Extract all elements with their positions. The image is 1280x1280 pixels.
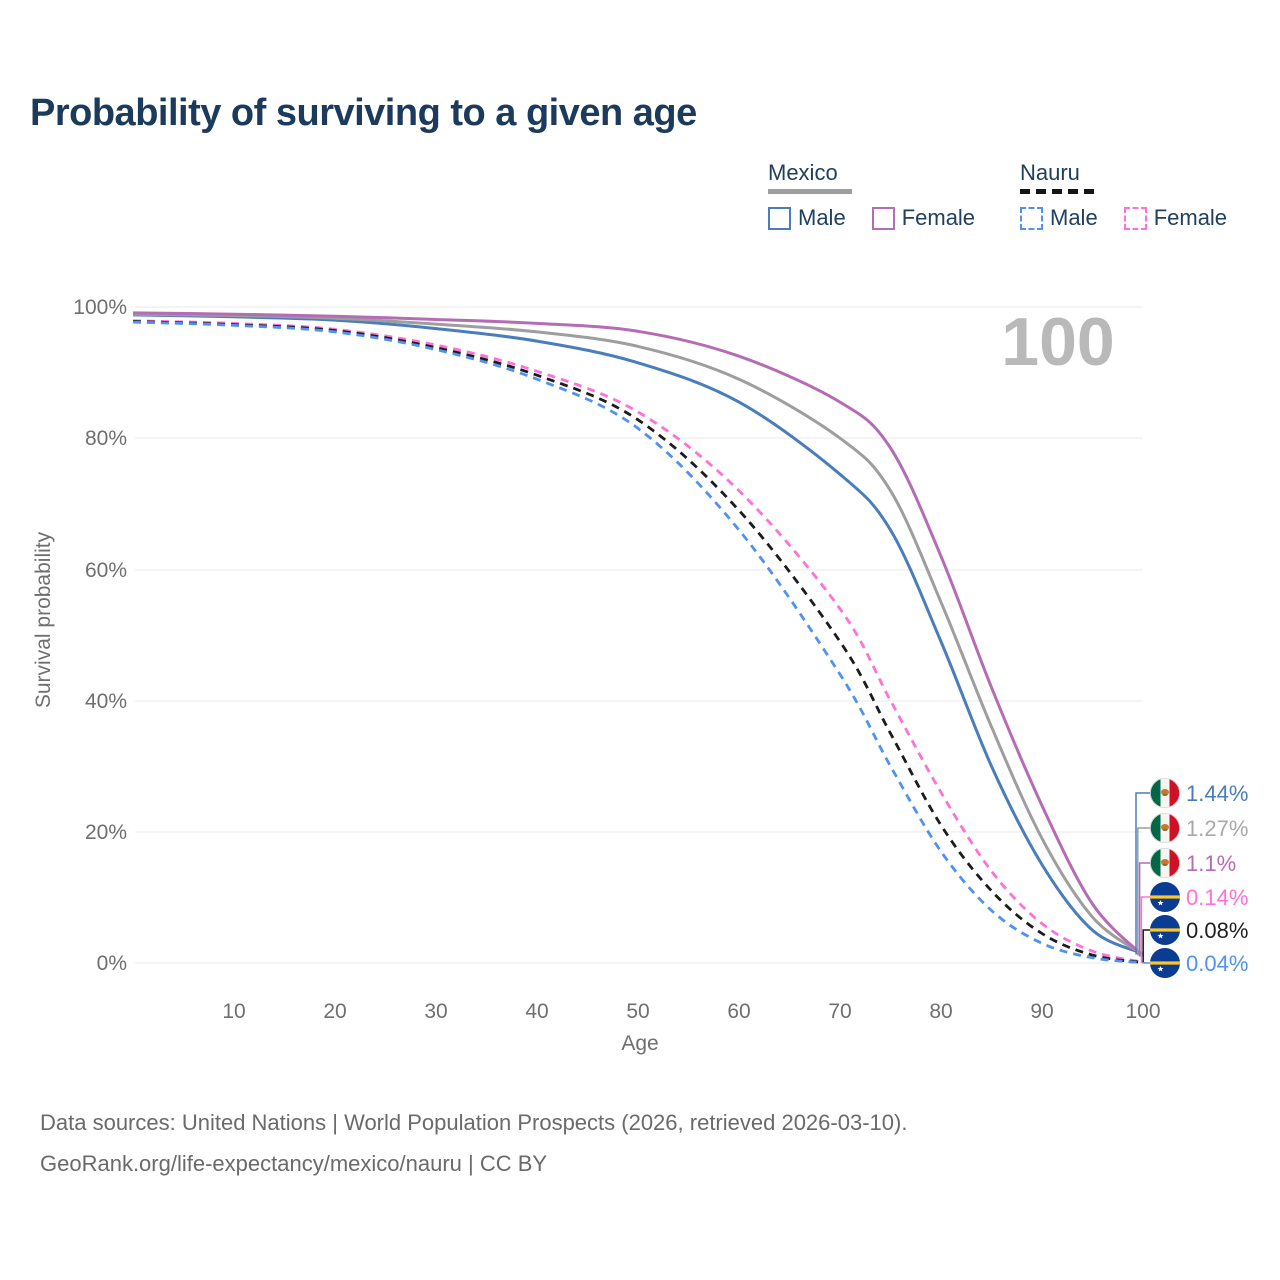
- y-tick-label: 100%: [73, 296, 127, 319]
- curve-nauru-both[interactable]: [132, 320, 1144, 964]
- legend-item-mexico-male[interactable]: Male: [768, 205, 846, 231]
- x-axis: 10 20 30 40 50 60 70 80 90 100: [222, 1000, 1160, 1023]
- legend-group-nauru: Nauru Male Female: [1020, 160, 1227, 231]
- leader-line-nauru-both: [1142, 929, 1150, 964]
- mexico-flag-icon: [1150, 813, 1180, 843]
- nauru-male-swatch-icon: [1020, 206, 1043, 230]
- y-tick-label: 20%: [85, 821, 127, 844]
- legend-label: Male: [798, 205, 846, 230]
- curve-nauru-male[interactable]: [132, 320, 1144, 965]
- data-source-line: Data sources: United Nations | World Pop…: [40, 1110, 908, 1135]
- survival-curves: [132, 311, 1145, 965]
- y-tick-label: 0%: [97, 952, 127, 975]
- nauru-line-style-sample: [1020, 189, 1096, 194]
- legend-item-nauru-female[interactable]: Female: [1123, 205, 1228, 231]
- y-tick-label: 80%: [85, 427, 127, 450]
- x-tick-label: 20: [323, 1000, 346, 1023]
- gridlines: [135, 306, 1143, 964]
- curve-mexico-male[interactable]: [132, 313, 1144, 955]
- legend-label: Female: [901, 205, 976, 230]
- legend-label: Female: [1153, 205, 1228, 230]
- y-axis: 100% 80% 60% 40% 20% 0%: [73, 296, 127, 975]
- y-axis-title: Survival probability: [32, 531, 55, 708]
- page-title: Probability of surviving to a given age: [30, 92, 697, 134]
- x-tick-label: 90: [1030, 1000, 1053, 1023]
- x-axis-title: Age: [621, 1032, 658, 1055]
- x-tick-label: 60: [727, 1000, 750, 1023]
- mexico-flag-icon: [1150, 848, 1180, 878]
- mexico-female-swatch-icon: [871, 206, 895, 230]
- end-value-label-nauru-male: 0.04%: [1186, 951, 1248, 976]
- end-value-label-nauru-both: 0.08%: [1186, 918, 1248, 943]
- hovered-age-watermark: 100: [1001, 304, 1114, 380]
- legend-label: Male: [1050, 205, 1098, 230]
- nauru-flag-icon: [1150, 882, 1180, 912]
- leader-line-mexico-both: [1137, 827, 1150, 956]
- end-value-label-mexico-male: 1.44%: [1186, 781, 1248, 806]
- x-tick-label: 10: [222, 1000, 245, 1023]
- y-tick-label: 40%: [85, 690, 127, 713]
- end-value-label-mexico-female: 1.1%: [1186, 851, 1236, 876]
- end-value-label-mexico-both: 1.27%: [1186, 816, 1248, 841]
- license-line: GeoRank.org/life-expectancy/mexico/nauru…: [40, 1151, 548, 1176]
- legend-country-nauru: Nauru: [1020, 160, 1080, 185]
- attribution-footer: Data sources: United Nations | World Pop…: [40, 1102, 907, 1184]
- end-value-label-nauru-female: 0.14%: [1186, 885, 1248, 910]
- mexico-flag-icon: [1150, 778, 1180, 808]
- mexico-line-style-sample: [768, 189, 852, 194]
- x-tick-label: 50: [626, 1000, 649, 1023]
- x-tick-label: 40: [525, 1000, 548, 1023]
- mexico-male-swatch-icon: [768, 206, 791, 230]
- x-tick-label: 70: [828, 1000, 851, 1023]
- y-tick-label: 60%: [85, 559, 127, 582]
- legend-item-nauru-male[interactable]: Male: [1020, 205, 1098, 231]
- legend-country-mexico: Mexico: [768, 160, 838, 185]
- leader-line-nauru-female: [1140, 896, 1150, 963]
- x-tick-label: 80: [929, 1000, 952, 1023]
- curve-mexico-both[interactable]: [132, 312, 1144, 956]
- legend-group-mexico: Mexico Male Female: [768, 160, 975, 231]
- legend-item-mexico-female[interactable]: Female: [871, 205, 976, 231]
- curve-nauru-female[interactable]: [132, 319, 1144, 964]
- nauru-female-swatch-icon: [1123, 206, 1147, 230]
- x-tick-label: 30: [424, 1000, 447, 1023]
- curve-mexico-female[interactable]: [132, 311, 1145, 957]
- end-value-labels: 1.44% 1.27% 1.1% 0.14% 0.08% 0.04%: [1150, 778, 1248, 978]
- nauru-flag-icon: [1150, 915, 1180, 945]
- nauru-flag-icon: [1150, 948, 1180, 978]
- end-label-leader-lines: [1135, 792, 1150, 964]
- x-tick-label: 100: [1125, 1000, 1160, 1023]
